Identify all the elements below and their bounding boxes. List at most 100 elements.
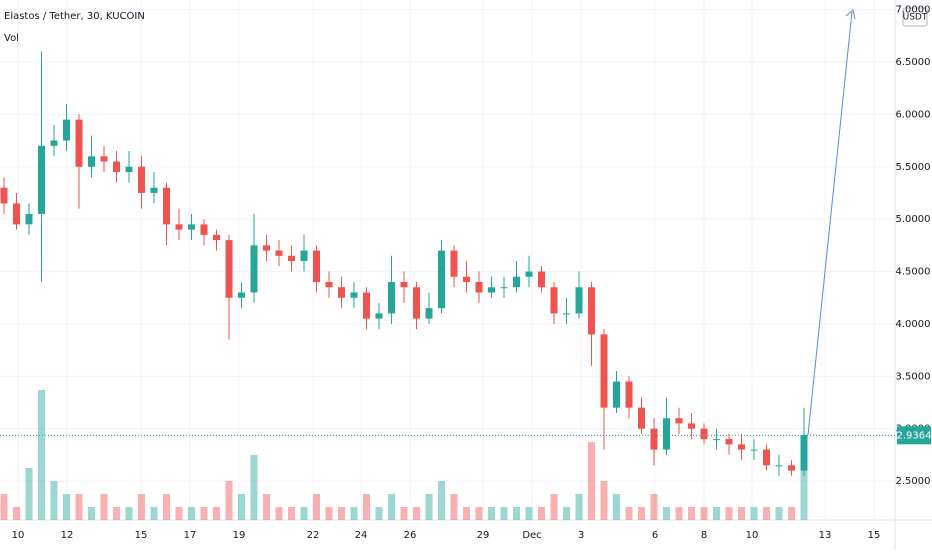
y-tick-label: 6.0000 xyxy=(896,109,931,120)
candle-body xyxy=(550,287,558,314)
volume-bar xyxy=(350,507,358,520)
volume-bar xyxy=(463,507,470,520)
candle-body xyxy=(463,276,470,282)
candle-body xyxy=(125,166,133,173)
candle-body xyxy=(188,224,195,230)
candle-body xyxy=(0,187,8,204)
x-tick-label: 10 xyxy=(12,530,25,541)
candle-body xyxy=(725,439,733,445)
candle-body xyxy=(613,381,620,408)
volume-bar xyxy=(688,507,695,520)
candle-body xyxy=(438,250,445,309)
candle-body xyxy=(13,203,20,225)
volume-bar xyxy=(725,507,733,520)
volume-bar xyxy=(613,494,620,520)
volume-bar xyxy=(525,507,533,520)
volume-bar xyxy=(788,507,795,520)
candle-body xyxy=(138,166,145,193)
volume-bar xyxy=(713,507,720,520)
volume-bar xyxy=(50,481,58,520)
y-tick-label: 2.5000 xyxy=(896,476,931,487)
x-tick-label: 3 xyxy=(578,530,584,541)
y-tick-label: 7.0000 xyxy=(896,5,931,16)
chart-title: Elastos / Tether, 30, KUCOIN xyxy=(4,11,145,22)
candle-body xyxy=(200,224,208,235)
y-tick-label: 3.5000 xyxy=(896,371,931,382)
volume-bar xyxy=(25,468,33,520)
x-tick-label: 15 xyxy=(135,530,148,541)
candle-body xyxy=(375,313,383,319)
candle-body xyxy=(650,428,658,450)
volume-bar xyxy=(425,494,433,520)
candle-body xyxy=(500,287,508,289)
candle-body xyxy=(175,224,183,230)
volume-bar xyxy=(650,494,658,520)
candle-body xyxy=(675,418,683,424)
candle-body xyxy=(763,449,770,466)
volume-label: Vol xyxy=(4,33,19,44)
candle-body xyxy=(338,287,345,298)
x-tick-label: 17 xyxy=(184,530,197,541)
y-tick-label: 5.5000 xyxy=(896,162,931,173)
volume-bar xyxy=(150,507,158,520)
grid xyxy=(0,0,895,520)
candle-body xyxy=(113,161,120,173)
volume-bar xyxy=(238,494,245,520)
x-tick-label: 24 xyxy=(355,530,368,541)
volume-bar xyxy=(38,390,45,520)
volume-bar xyxy=(700,507,708,520)
volume-bar xyxy=(625,507,633,520)
candle-body xyxy=(450,250,458,277)
volume-bar xyxy=(663,507,670,520)
arrow-head xyxy=(845,9,856,20)
candle-body xyxy=(275,250,283,256)
volume-bar xyxy=(275,507,283,520)
candle-body xyxy=(300,250,308,262)
volume xyxy=(0,390,808,520)
last-price-box xyxy=(897,426,931,445)
volume-bar xyxy=(638,507,645,520)
x-tick-label: Dec xyxy=(522,530,541,541)
candle-body xyxy=(563,313,570,315)
x-tick-label: 6 xyxy=(652,530,658,541)
y-tick-label: 6.5000 xyxy=(896,57,931,68)
candle-body xyxy=(413,287,420,319)
candle-body xyxy=(400,281,408,288)
candle-body xyxy=(425,308,433,319)
volume-bar xyxy=(113,507,120,520)
candle-body xyxy=(363,292,370,319)
volume-bar xyxy=(600,481,608,520)
volume-bar xyxy=(213,507,220,520)
candle-body xyxy=(350,292,358,298)
candle-body xyxy=(75,119,83,167)
volume-bar xyxy=(450,494,458,520)
candle-body xyxy=(250,245,258,293)
volume-bar xyxy=(325,507,333,520)
candle-body xyxy=(600,334,608,408)
volume-bar xyxy=(75,494,83,520)
candle-body xyxy=(163,187,170,225)
volume-bar xyxy=(125,507,133,520)
volume-bar xyxy=(563,507,570,520)
volume-bar xyxy=(338,507,345,520)
candle-body xyxy=(238,292,245,298)
volume-bar xyxy=(225,481,233,520)
volume-bar xyxy=(13,507,20,520)
x-tick-label: 29 xyxy=(477,530,490,541)
candle-body xyxy=(225,240,233,298)
currency-box[interactable] xyxy=(902,7,928,27)
volume-bar xyxy=(363,494,370,520)
volume-bar xyxy=(550,494,558,520)
last-price-label: 2.9364 xyxy=(897,430,932,441)
volume-bar xyxy=(400,507,408,520)
candle-body xyxy=(488,287,495,293)
candle-body xyxy=(63,119,70,141)
candle-body xyxy=(213,234,220,241)
candle-body xyxy=(713,439,720,441)
volume-bar xyxy=(800,468,808,520)
candle-body xyxy=(788,465,795,471)
x-tick-label: 19 xyxy=(233,530,246,541)
candle-body xyxy=(513,276,520,288)
volume-bar xyxy=(538,507,545,520)
candle-body xyxy=(750,449,758,451)
